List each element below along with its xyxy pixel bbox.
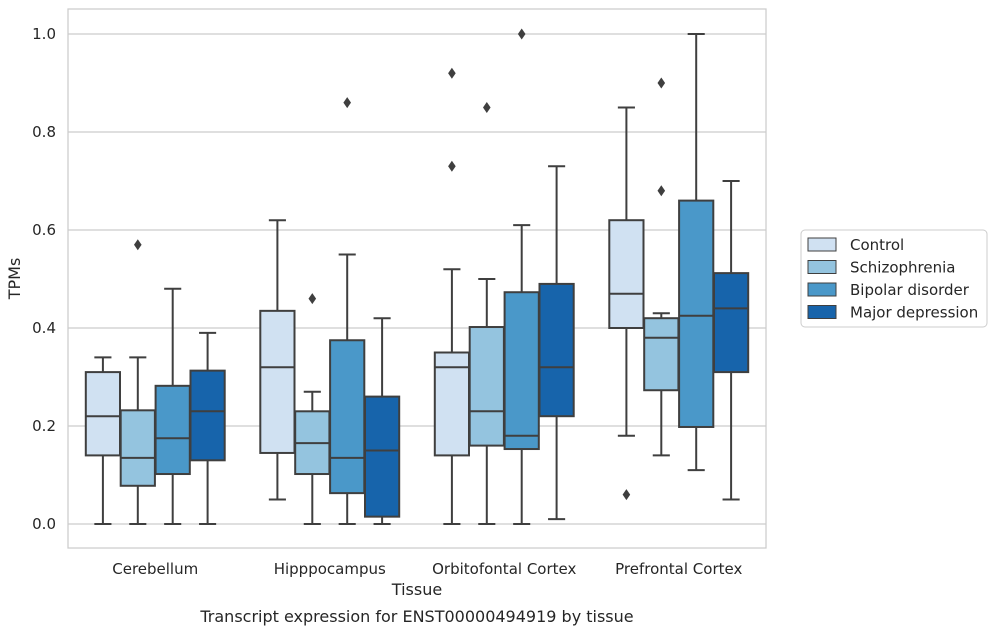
box-iqr [608, 219, 645, 329]
plot-frame [67, 8, 767, 549]
box-marks [84, 28, 750, 525]
box-iqr [84, 371, 122, 457]
box-control [84, 356, 122, 525]
x-axis-ticks: Cerebellum Hipppocampus Orbitofontal Corte… [112, 560, 742, 578]
box-major-depression [712, 180, 750, 501]
outlier-point [657, 77, 666, 89]
outlier-point [448, 67, 456, 79]
x-tick-label: Cerebellum [112, 560, 198, 578]
box-schizophrenia [643, 77, 680, 457]
box-iqr [643, 317, 680, 392]
legend-label: Schizophrenia [850, 259, 955, 277]
outlier-point [343, 97, 351, 109]
box-iqr [433, 351, 471, 457]
box-iqr [189, 369, 226, 462]
outlier-point [622, 489, 631, 501]
box-major-depression [363, 317, 401, 525]
outlier-point [483, 102, 491, 113]
box-iqr [678, 199, 715, 428]
outlier-point [308, 293, 317, 305]
box-iqr [503, 291, 540, 451]
x-tick-label: Hipppocampus [274, 560, 386, 578]
outlier-point [657, 185, 666, 197]
legend: Control Schizophrenia Bipolar disorder Majo… [800, 229, 988, 328]
box-iqr [329, 339, 366, 495]
y-tick-label: 1.0 [32, 25, 56, 43]
box-schizophrenia [468, 102, 505, 525]
outlier-point [134, 239, 142, 251]
box-bipolar-disorder [678, 33, 715, 472]
box-iqr [468, 326, 505, 447]
box-iqr [154, 384, 191, 476]
box-control [433, 67, 471, 525]
box-schizophrenia [119, 239, 156, 525]
outlier-point [517, 28, 526, 40]
legend-label: Bipolar disorder [850, 281, 970, 299]
x-tick-label: Prefrontal Cortex [615, 560, 742, 578]
legend-frame [800, 229, 988, 328]
box-iqr [538, 282, 575, 418]
box-iqr [712, 272, 750, 374]
y-tick-label: 0.6 [32, 221, 56, 239]
legend-swatch [807, 260, 837, 274]
legend-swatch [807, 237, 837, 252]
legend-swatch [807, 282, 837, 297]
box-iqr [363, 395, 401, 518]
y-tick-label: 0.8 [32, 123, 56, 141]
outlier-point [448, 160, 456, 172]
box-iqr [119, 409, 156, 487]
legend-swatch [807, 305, 837, 319]
box-schizophrenia [294, 293, 331, 525]
box-bipolar-disorder [154, 287, 191, 525]
box-control [608, 106, 645, 501]
box-major-depression [189, 331, 226, 525]
box-bipolar-disorder [503, 28, 540, 525]
chart-caption: Transcript expression for ENST0000049491… [199, 607, 633, 626]
y-axis-label: TPMs [5, 258, 24, 301]
box-iqr [259, 309, 296, 454]
box-major-depression [538, 165, 575, 521]
y-tick-label: 0.2 [32, 417, 56, 435]
box-bipolar-disorder [329, 97, 366, 525]
x-axis-label: Tissue [391, 580, 442, 599]
legend-label: Major depression [850, 304, 978, 322]
box-control [259, 219, 296, 501]
legend-label: Control [850, 236, 904, 254]
y-tick-label: 0.4 [32, 319, 56, 337]
x-tick-label: Orbitofontal Cortex [432, 560, 576, 578]
y-axis-ticks: 0.0 0.2 0.4 0.6 0.8 1.0 [32, 25, 56, 533]
y-tick-label: 0.0 [32, 515, 56, 533]
